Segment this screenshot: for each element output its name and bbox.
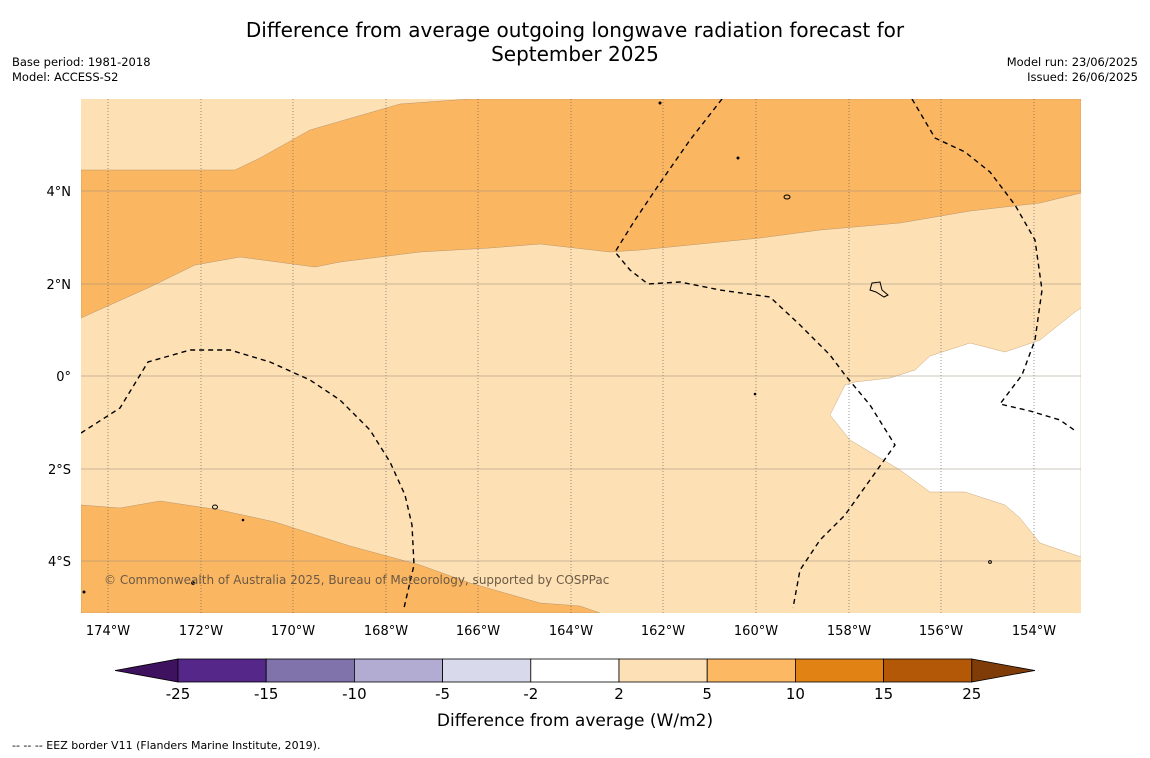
longitude-label: 160°W: [734, 624, 778, 639]
colorbar-tick-label: 15: [874, 685, 893, 703]
longitude-label: 174°W: [86, 624, 130, 639]
colorbar-tick-label: 10: [786, 685, 805, 703]
colorbar-segment: [530, 658, 620, 683]
copyright-text: © Commonwealth of Australia 2025, Bureau…: [104, 573, 609, 587]
eez-borders: [81, 99, 1078, 609]
map-title: Difference from average outgoing longwav…: [0, 18, 1150, 66]
island-marker: [212, 504, 218, 510]
colorbar-segment: [353, 658, 443, 683]
longitude-label: 162°W: [641, 624, 685, 639]
colorbar-segment: [795, 658, 885, 683]
colorbar-tick-label: 25: [962, 685, 981, 703]
latitude-label: 4°S: [48, 555, 71, 570]
colorbar-tick-label: -2: [523, 685, 538, 703]
colorbar-tick-label: 5: [702, 685, 712, 703]
island-marker: [191, 581, 195, 585]
island-marker: [82, 590, 86, 594]
eez-border-east: [911, 99, 1078, 433]
latitude-label: 2°N: [47, 278, 72, 293]
colorbar-tick-label: -25: [166, 685, 191, 703]
island-marker: [736, 156, 740, 160]
longitude-label: 170°W: [271, 624, 315, 639]
model-run: Model run: 23/06/2025: [1006, 55, 1138, 69]
colorbar-tick-label: 2: [614, 685, 624, 703]
anomaly-near-zero-region: [829, 307, 1081, 558]
colorbar-max-extension: [971, 658, 1036, 683]
latitude-label: 4°N: [47, 185, 72, 200]
graticule: [81, 99, 1081, 613]
island-marker: [658, 101, 662, 105]
issued-date: Issued: 26/06/2025: [1027, 70, 1138, 84]
latitude-labels: 4°N 2°N 0° 2°S 4°S: [47, 185, 72, 570]
colorbar-tick-label: -15: [254, 685, 279, 703]
colorbar-tick-label: -10: [342, 685, 367, 703]
longitude-label: 164°W: [549, 624, 593, 639]
eez-legend-note: -- -- -- EEZ border V11 (Flanders Marine…: [12, 739, 321, 752]
longitude-label: 172°W: [179, 624, 223, 639]
model-name: Model: ACCESS-S2: [12, 70, 119, 84]
colorbar-segment: [618, 658, 708, 683]
anomaly-5-10-north-band: [81, 99, 1081, 319]
longitude-label: 158°W: [827, 624, 871, 639]
latitude-label: 0°: [56, 370, 71, 385]
colorbar-segment: [265, 658, 355, 683]
island-marker: [988, 560, 992, 564]
colorbar: -25 -15 -10 -5 -2 2 5 10 15 25: [114, 658, 1036, 703]
eez-border-central-north: [614, 99, 896, 609]
latitude-label: 2°S: [48, 463, 71, 478]
top-pale-strip: [81, 99, 300, 127]
longitude-label: 166°W: [456, 624, 500, 639]
base-period: Base period: 1981-2018: [12, 55, 151, 69]
colorbar-segment: [442, 658, 532, 683]
colorbar-segment: [883, 658, 973, 683]
colorbar-tick-label: -5: [435, 685, 450, 703]
title-line-2: September 2025: [491, 42, 659, 66]
island-marker: [241, 518, 245, 522]
longitude-label: 168°W: [364, 624, 408, 639]
islands: [82, 101, 992, 594]
island-marker: [869, 281, 889, 298]
anomaly-5-10-south-band: [81, 500, 601, 613]
island-marker: [753, 392, 757, 396]
colorbar-min-extension: [114, 658, 179, 683]
island-marker: [783, 194, 791, 200]
title-line-1: Difference from average outgoing longwav…: [245, 18, 905, 42]
longitude-label: 154°W: [1012, 624, 1056, 639]
meta-left: Base period: 1981-2018 Model: ACCESS-S2: [12, 55, 151, 85]
colorbar-segment: [177, 658, 267, 683]
colorbar-segment: [706, 658, 796, 683]
longitude-label: 156°W: [919, 624, 963, 639]
meta-right: Model run: 23/06/2025 Issued: 26/06/2025: [1007, 55, 1138, 85]
map-area: © Commonwealth of Australia 2025, Bureau…: [81, 99, 1081, 613]
longitude-labels: 174°W 172°W 170°W 168°W 166°W 164°W 162°W 160°W…: [86, 624, 1056, 639]
colorbar-label: Difference from average (W/m2): [437, 711, 713, 731]
